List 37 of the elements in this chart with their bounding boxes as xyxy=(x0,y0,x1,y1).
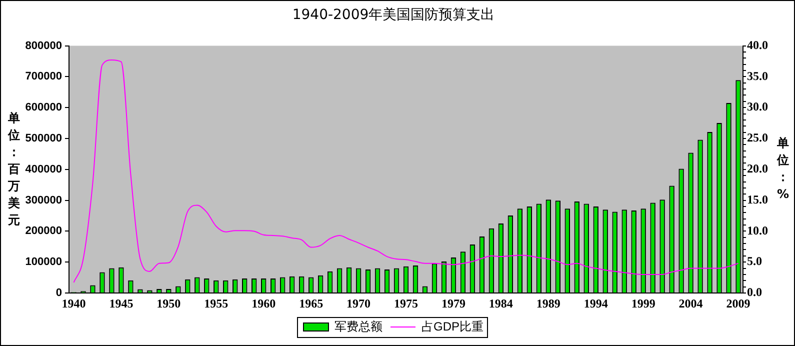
y2-tick-label: 25.0 xyxy=(747,130,768,145)
y-tick-label: 800000 xyxy=(25,40,62,52)
x-tick-label: 1975 xyxy=(394,296,418,310)
y2-tick-label: 10.0 xyxy=(747,223,768,238)
y2-tick-label: 20.0 xyxy=(747,161,768,176)
x-tick-label: 1989 xyxy=(536,296,560,310)
chart-title: 1940-2009年美国国防预算支出 xyxy=(292,7,495,24)
y2-tick-label: 30.0 xyxy=(747,100,768,114)
y-tick-label: 0 xyxy=(56,287,62,300)
x-tick-label: 2004 xyxy=(678,296,703,310)
y-tick-label: 300000 xyxy=(25,194,62,206)
x-tick-label: 1950 xyxy=(156,296,181,310)
y-tick-label: 600000 xyxy=(25,102,62,114)
y-tick-label: 700000 xyxy=(25,70,62,83)
x-tick-label: 1979 xyxy=(441,296,466,310)
y2-tick-label: 40.0 xyxy=(747,38,768,52)
legend-label: 占GDP比重 xyxy=(422,319,484,334)
x-tick-label: 1965 xyxy=(299,296,324,310)
y-tick-label: 400000 xyxy=(25,163,62,176)
y-tick-label: 500000 xyxy=(25,132,62,145)
x-tick-label: 1945 xyxy=(109,296,134,310)
x-tick-label: 1955 xyxy=(204,296,228,310)
x-tick-label: 1940 xyxy=(62,296,86,310)
y2-axis-title: 单位：% xyxy=(776,135,790,204)
x-tick-label: 1970 xyxy=(346,296,371,310)
line-series xyxy=(73,60,739,283)
x-tick-label: 1994 xyxy=(584,296,608,310)
legend-label: 军费总额 xyxy=(334,319,382,334)
x-tick-label: 1999 xyxy=(631,296,656,310)
y-tick-label: 200000 xyxy=(25,225,62,238)
y2-tick-label: 15.0 xyxy=(747,192,768,206)
x-tick-label: 1960 xyxy=(252,296,276,310)
y-tick-label: 100000 xyxy=(25,256,62,268)
x-tick-label: 1984 xyxy=(488,296,513,310)
y2-tick-label: 35.0 xyxy=(747,68,768,83)
y2-tick-label: 5.0 xyxy=(747,254,762,268)
y-axis-title: 单位：百万美元 xyxy=(7,110,21,229)
